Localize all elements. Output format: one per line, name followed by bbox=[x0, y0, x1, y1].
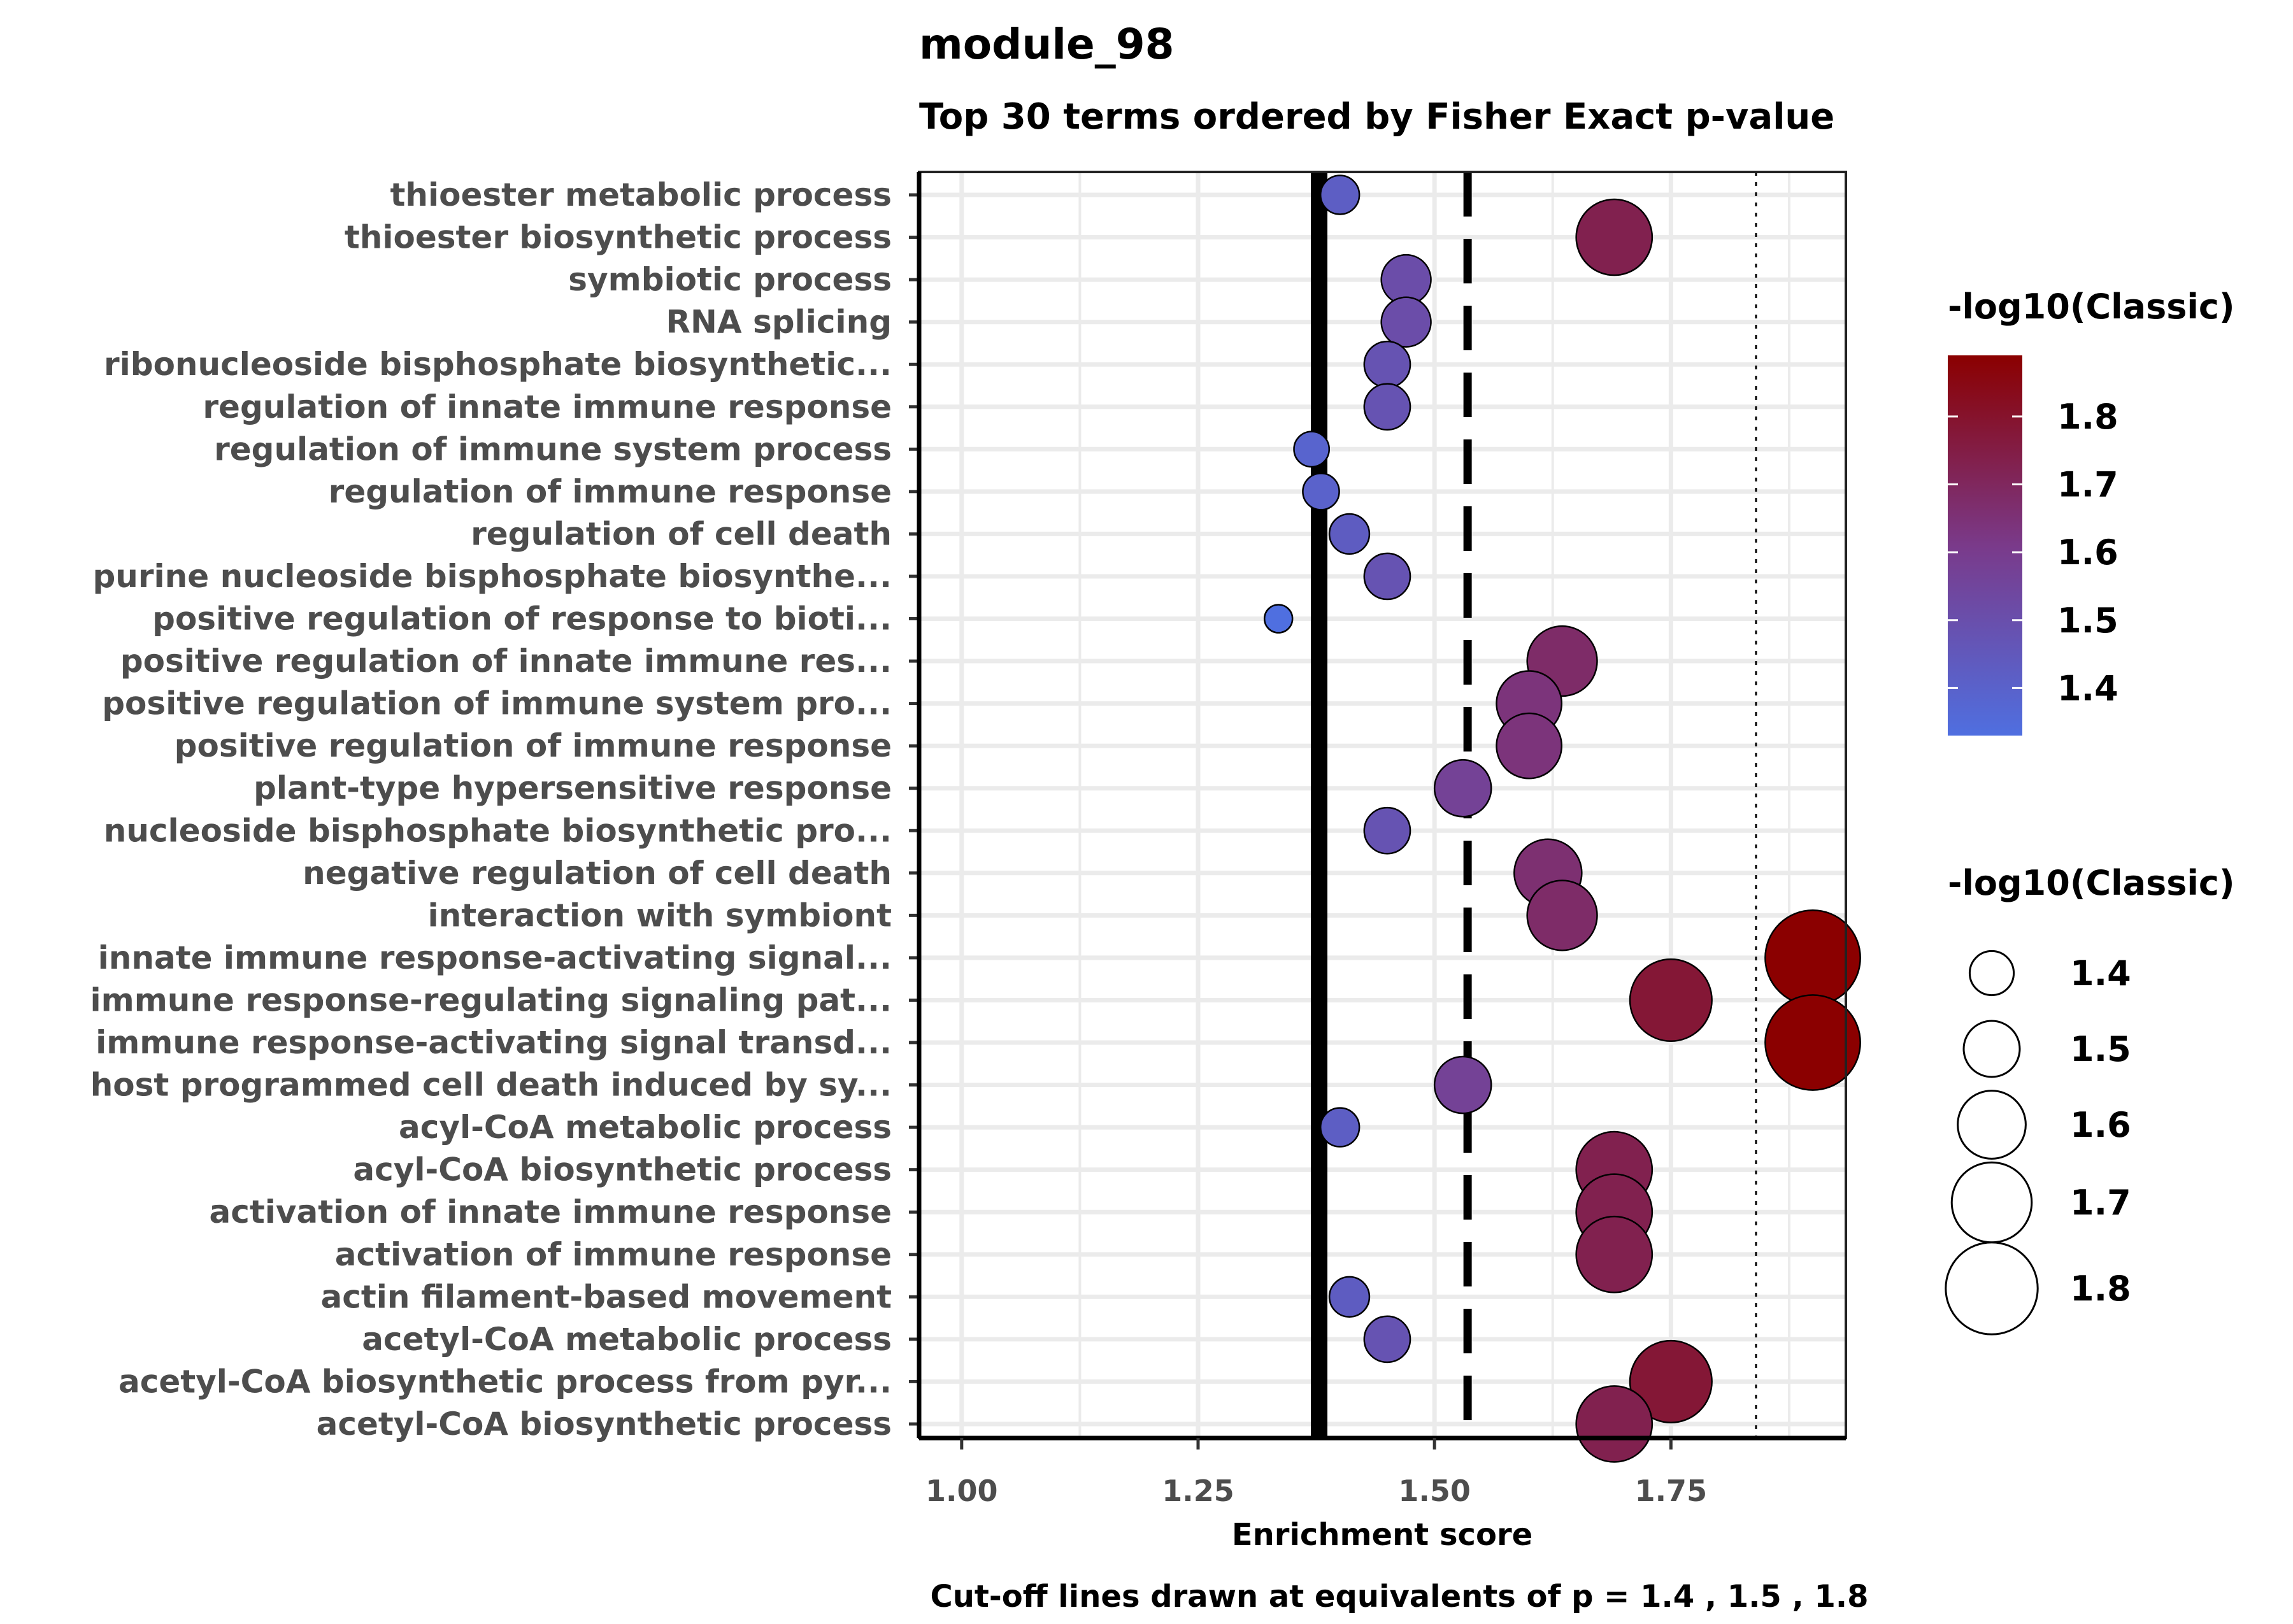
data-point bbox=[1328, 1276, 1371, 1318]
data-point bbox=[1575, 198, 1654, 276]
y-tick-label: innate immune response-activating signal… bbox=[98, 939, 892, 976]
data-point bbox=[1302, 473, 1340, 511]
size-legend-label: 1.8 bbox=[2070, 1269, 2131, 1309]
size-legend-label: 1.7 bbox=[2070, 1183, 2131, 1223]
size-legend-circle bbox=[1950, 1161, 2033, 1244]
y-tick-label: regulation of immune response bbox=[329, 473, 892, 510]
color-legend-bar bbox=[1948, 355, 2022, 736]
y-tick-label: acetyl-CoA biosynthetic process from pyr… bbox=[118, 1363, 892, 1400]
y-tick-label: positive regulation of response to bioti… bbox=[152, 601, 892, 637]
y-tick-label: actin filament-based movement bbox=[321, 1278, 892, 1315]
x-tick-label: 1.00 bbox=[925, 1474, 998, 1508]
y-tick-label: acyl-CoA biosynthetic process bbox=[353, 1151, 892, 1188]
y-tick-label: positive regulation of immune response bbox=[175, 727, 892, 764]
chart-subtitle: Top 30 terms ordered by Fisher Exact p-v… bbox=[919, 96, 1834, 138]
data-point bbox=[1629, 958, 1713, 1042]
y-tick-label: regulation of innate immune response bbox=[203, 388, 892, 425]
y-tick-label: purine nucleoside bisphosphate biosynthe… bbox=[93, 558, 892, 595]
y-tick-label: regulation of cell death bbox=[471, 515, 892, 552]
y-tick-label: activation of immune response bbox=[335, 1236, 892, 1273]
color-legend-title: -log10(Classic) bbox=[1948, 287, 2235, 327]
y-tick-label: plant-type hypersensitive response bbox=[254, 770, 892, 807]
data-point bbox=[1319, 175, 1361, 215]
size-legend-circle bbox=[1945, 1241, 2039, 1336]
data-point bbox=[1363, 1315, 1411, 1364]
size-legend: 1.4 1.5 1.6 1.7 1.8 bbox=[1945, 950, 2131, 1336]
data-points bbox=[1263, 175, 1861, 1463]
y-tick-label: regulation of immune system process bbox=[214, 431, 892, 467]
size-legend-circle bbox=[1968, 950, 2015, 997]
size-legend-label: 1.5 bbox=[2070, 1029, 2131, 1069]
data-point bbox=[1575, 1215, 1654, 1293]
size-legend-circle bbox=[1957, 1090, 2027, 1160]
data-point bbox=[1363, 383, 1411, 431]
y-tick-label: acyl-CoA metabolic process bbox=[399, 1109, 892, 1146]
size-legend-label: 1.6 bbox=[2070, 1105, 2131, 1145]
data-point bbox=[1363, 340, 1411, 388]
size-legend-label: 1.4 bbox=[2070, 953, 2131, 994]
x-axis-ticks: 1.00 1.25 1.50 1.75 bbox=[925, 1438, 1707, 1508]
color-tick-label: 1.8 bbox=[2057, 397, 2118, 437]
color-tick-label: 1.4 bbox=[2057, 668, 2118, 708]
chart-title: module_98 bbox=[919, 20, 1175, 69]
y-tick-label: immune response-regulating signaling pat… bbox=[90, 981, 892, 1018]
data-point bbox=[1526, 880, 1598, 951]
data-point bbox=[1496, 712, 1563, 780]
y-tick-label: symbiotic process bbox=[568, 261, 892, 298]
y-tick-label: RNA splicing bbox=[666, 304, 892, 341]
y-tick-label: immune response-activating signal transd… bbox=[96, 1024, 892, 1061]
data-point bbox=[1363, 806, 1411, 855]
size-legend-circle bbox=[1962, 1020, 2021, 1078]
y-tick-label: nucleoside bisphosphate biosynthetic pro… bbox=[104, 812, 892, 849]
x-tick-label: 1.75 bbox=[1635, 1474, 1708, 1508]
color-legend-ticks: 1.8 1.7 1.6 1.5 1.4 bbox=[1948, 397, 2118, 708]
y-tick-label: ribonucleoside bisphosphate biosynthetic… bbox=[104, 346, 892, 383]
y-tick-label: host programmed cell death induced by sy… bbox=[90, 1067, 892, 1104]
size-legend-title: -log10(Classic) bbox=[1948, 863, 2235, 903]
y-tick-label: positive regulation of immune system pro… bbox=[102, 685, 892, 722]
data-point bbox=[1629, 1339, 1713, 1423]
color-tick-label: 1.7 bbox=[2057, 465, 2118, 505]
color-tick-label: 1.6 bbox=[2057, 532, 2118, 573]
data-point bbox=[1263, 604, 1294, 634]
y-tick-label: positive regulation of innate immune res… bbox=[120, 643, 892, 680]
y-tick-label: activation of innate immune response bbox=[209, 1193, 892, 1230]
y-tick-label: interaction with symbiont bbox=[428, 897, 892, 934]
y-tick-label: thioester metabolic process bbox=[390, 176, 892, 213]
data-point bbox=[1764, 994, 1861, 1091]
x-tick-label: 1.25 bbox=[1162, 1474, 1234, 1508]
y-tick-label: acetyl-CoA biosynthetic process bbox=[317, 1406, 892, 1442]
y-tick-label: negative regulation of cell death bbox=[303, 855, 892, 892]
y-tick-label: thioester biosynthetic process bbox=[345, 219, 892, 256]
data-point bbox=[1293, 431, 1331, 468]
y-tick-label: acetyl-CoA metabolic process bbox=[362, 1321, 892, 1358]
data-point bbox=[1575, 1385, 1654, 1463]
data-point bbox=[1380, 296, 1432, 348]
data-point bbox=[1433, 759, 1492, 818]
data-point bbox=[1433, 1055, 1492, 1115]
data-point bbox=[1328, 513, 1371, 555]
y-axis-labels: thioester metabolic process thioester bio… bbox=[90, 176, 892, 1442]
data-point bbox=[1363, 552, 1411, 601]
caption: Cut-off lines drawn at equivalents of p … bbox=[930, 1579, 1868, 1614]
color-tick-label: 1.5 bbox=[2057, 601, 2118, 641]
x-axis-title: Enrichment score bbox=[1232, 1517, 1532, 1553]
x-tick-label: 1.50 bbox=[1398, 1474, 1471, 1508]
data-point bbox=[1319, 1107, 1361, 1148]
